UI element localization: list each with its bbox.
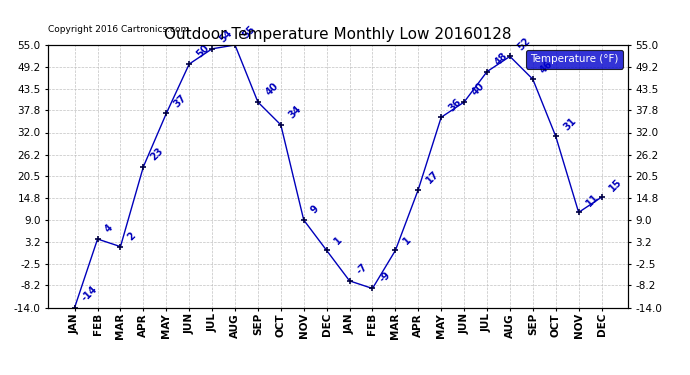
Text: 40: 40 xyxy=(470,81,486,98)
Text: 31: 31 xyxy=(561,116,578,132)
Text: -9: -9 xyxy=(378,270,393,284)
Text: -14: -14 xyxy=(80,284,99,303)
Text: Copyright 2016 Cartronics.com: Copyright 2016 Cartronics.com xyxy=(48,25,190,34)
Text: 48: 48 xyxy=(493,51,509,68)
Text: 52: 52 xyxy=(515,36,532,52)
Text: 54: 54 xyxy=(217,28,235,45)
Text: 37: 37 xyxy=(172,93,188,109)
Legend: Temperature (°F): Temperature (°F) xyxy=(526,50,622,69)
Text: -7: -7 xyxy=(355,262,370,277)
Title: Outdoor Temperature Monthly Low 20160128: Outdoor Temperature Monthly Low 20160128 xyxy=(164,27,512,42)
Text: 1: 1 xyxy=(401,234,413,246)
Text: 4: 4 xyxy=(103,223,115,235)
Text: 2: 2 xyxy=(126,231,138,243)
Text: 9: 9 xyxy=(309,204,321,216)
Text: 34: 34 xyxy=(286,104,303,121)
Text: 46: 46 xyxy=(538,58,555,75)
Text: 40: 40 xyxy=(264,81,280,98)
Text: 23: 23 xyxy=(149,146,166,163)
Text: 11: 11 xyxy=(584,192,601,208)
Text: 50: 50 xyxy=(195,43,211,60)
Text: 55: 55 xyxy=(241,24,257,41)
Text: 17: 17 xyxy=(424,169,440,185)
Text: 36: 36 xyxy=(446,96,464,113)
Text: 1: 1 xyxy=(332,234,344,246)
Text: 15: 15 xyxy=(607,176,624,193)
